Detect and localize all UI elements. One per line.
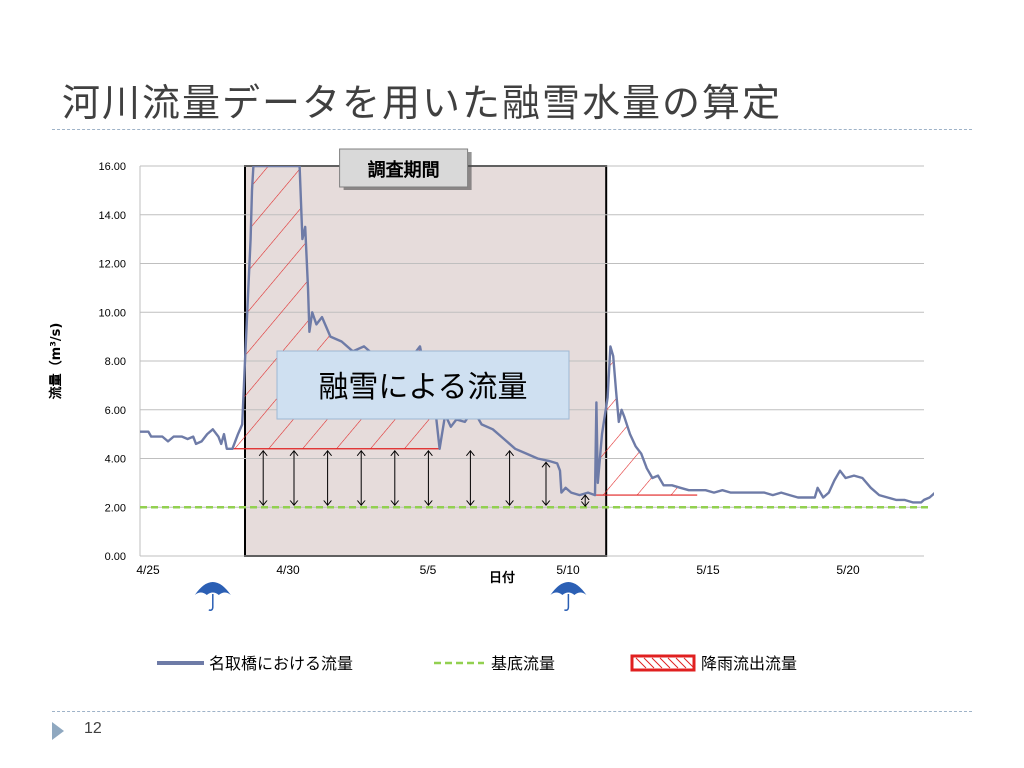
page-number: 12 — [84, 720, 102, 737]
discharge-series-line — [140, 166, 934, 504]
y-tick-label: 8.00 — [105, 356, 126, 368]
x-tick-label: 5/10 — [556, 563, 580, 577]
umbrella-handle — [564, 594, 570, 611]
x-axis-title: 日付 — [489, 570, 515, 586]
rainfall-runoff-area — [595, 346, 698, 496]
legend-swatch-runoff-hatch — [651, 657, 663, 669]
snowmelt-label-box — [276, 350, 570, 420]
y-tick-label: 14.00 — [98, 210, 126, 222]
x-tick-label: 4/30 — [276, 563, 300, 577]
y-tick-label: 12.00 — [98, 259, 126, 271]
y-tick-label: 16.00 — [98, 161, 126, 173]
slide-marker-icon — [52, 722, 64, 740]
x-tick-label: 5/20 — [836, 563, 860, 577]
legend-swatch-runoff-hatch — [635, 657, 647, 669]
x-tick-label: 5/5 — [420, 563, 437, 577]
x-tick-label: 4/25 — [136, 563, 160, 577]
y-tick-label: 10.00 — [98, 307, 126, 319]
legend-swatch-runoff-hatch — [667, 657, 679, 669]
y-tick-label: 6.00 — [105, 405, 126, 417]
legend-swatch-runoff-hatch — [659, 657, 671, 669]
survey-period-label: 調査期間 — [368, 159, 440, 181]
legend-label-discharge: 名取橋における流量 — [209, 654, 353, 673]
x-tick-label: 5/15 — [696, 563, 720, 577]
umbrella-icon — [550, 582, 587, 611]
legend-swatch-runoff-hatch — [643, 657, 655, 669]
title-divider — [52, 129, 972, 130]
umbrella-canopy — [550, 582, 587, 595]
snowmelt-label: 融雪による流量 — [318, 370, 527, 405]
legend-swatch-runoff-box — [630, 654, 696, 672]
footer-divider — [52, 711, 972, 712]
umbrella-icon — [194, 582, 231, 611]
umbrella-canopy — [194, 582, 231, 595]
legend-swatch-runoff-hatch — [683, 657, 695, 669]
legend-swatch-runoff-hatch — [675, 657, 687, 669]
y-axis-title: 流量（m³/s) — [48, 323, 64, 400]
legend-label-baseflow: 基底流量 — [491, 654, 555, 673]
y-tick-label: 0.00 — [105, 551, 126, 563]
page-title: 河川流量データを用いた融雪水量の算定 — [62, 81, 783, 125]
umbrella-handle — [208, 594, 214, 611]
y-tick-label: 2.00 — [105, 502, 126, 514]
y-tick-label: 4.00 — [105, 454, 126, 466]
survey-label-box — [339, 148, 469, 188]
legend-label-runoff: 降雨流出流量 — [701, 654, 797, 673]
